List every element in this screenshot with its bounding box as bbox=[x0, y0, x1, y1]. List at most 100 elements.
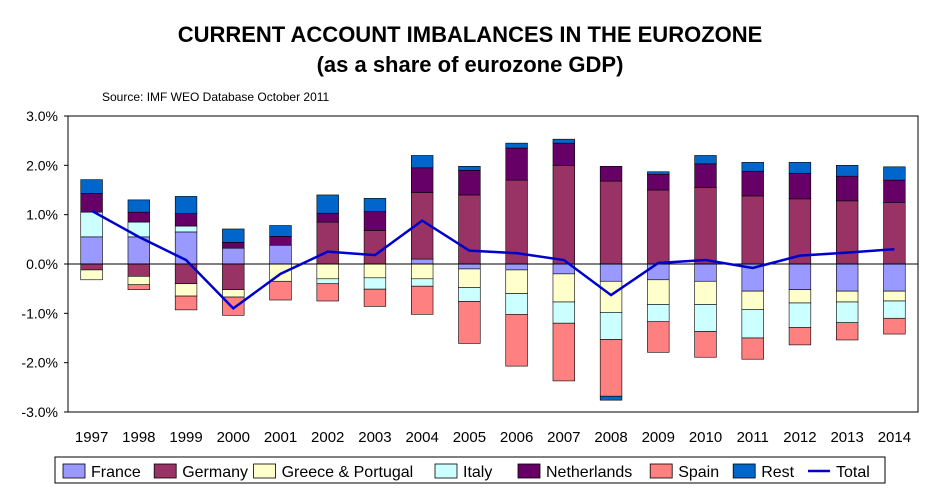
legend-label-netherlands: Netherlands bbox=[546, 464, 632, 481]
y-tick-label: 0.0% bbox=[26, 256, 58, 272]
legend-swatch-italy bbox=[434, 463, 458, 479]
y-tick-label: 3.0% bbox=[26, 108, 58, 124]
bar-rest-2005 bbox=[458, 166, 481, 171]
bar-netherlands-1999 bbox=[174, 213, 198, 227]
x-tick-label: 2004 bbox=[405, 429, 438, 446]
bar-germany-2014 bbox=[883, 202, 906, 265]
legend-label-rest: Rest bbox=[761, 464, 794, 481]
bar-netherlands-2001 bbox=[269, 236, 292, 246]
bar-greece-portugal-2008 bbox=[599, 280, 623, 313]
bar-spain-2006 bbox=[505, 314, 528, 367]
bar-rest-2000 bbox=[222, 228, 245, 243]
bar-rest-2001 bbox=[269, 225, 292, 237]
bar-netherlands-2012 bbox=[788, 172, 812, 200]
bar-greece-portugal-2004 bbox=[411, 263, 434, 280]
bar-spain-2010 bbox=[694, 331, 717, 358]
bar-germany-2009 bbox=[647, 189, 670, 265]
legend-label-france: France bbox=[91, 464, 141, 481]
bar-greece-portugal-1997 bbox=[80, 269, 103, 281]
legend-label-italy: Italy bbox=[463, 464, 492, 481]
bar-greece-portugal-1999 bbox=[174, 283, 198, 297]
bar-rest-2014 bbox=[883, 166, 906, 181]
x-tick-label: 2005 bbox=[453, 429, 486, 446]
legend-label-germany: Germany bbox=[182, 464, 248, 481]
bar-spain-2012 bbox=[788, 327, 812, 346]
bar-france-2010 bbox=[694, 263, 717, 282]
bar-italy-2010 bbox=[694, 304, 717, 332]
y-tick-label: 2.0% bbox=[26, 157, 58, 173]
bar-spain-2003 bbox=[363, 288, 387, 307]
bar-france-2013 bbox=[836, 263, 859, 292]
total-line bbox=[91, 209, 895, 311]
x-tick-label: 2008 bbox=[594, 429, 627, 446]
bar-rest-2006 bbox=[505, 142, 528, 149]
bar-netherlands-2007 bbox=[552, 142, 575, 166]
bar-greece-portugal-2011 bbox=[741, 290, 764, 310]
bar-rest-2007 bbox=[552, 138, 575, 144]
bar-greece-portugal-2007 bbox=[552, 273, 575, 303]
legend-swatch-germany bbox=[153, 463, 177, 479]
bar-greece-portugal-1998 bbox=[127, 276, 150, 286]
bar-netherlands-2002 bbox=[316, 212, 339, 223]
bar-spain-2001 bbox=[269, 280, 292, 301]
x-tick-label: 2002 bbox=[311, 429, 344, 446]
bar-germany-2010 bbox=[694, 187, 717, 265]
bar-netherlands-2011 bbox=[741, 170, 764, 197]
legend-swatch-netherlands bbox=[517, 463, 541, 479]
bar-spain-1999 bbox=[174, 295, 198, 311]
bar-germany-2008 bbox=[599, 180, 623, 265]
bar-france-2000 bbox=[222, 247, 245, 265]
bar-rest-2003 bbox=[363, 198, 387, 213]
bar-italy-2006 bbox=[505, 293, 528, 315]
bar-greece-portugal-2014 bbox=[883, 290, 906, 302]
bar-netherlands-2005 bbox=[458, 169, 481, 196]
bar-greece-portugal-2000 bbox=[222, 289, 245, 298]
bar-netherlands-2009 bbox=[647, 173, 670, 191]
y-tick-label: -1.0% bbox=[21, 305, 58, 321]
bar-germany-1997 bbox=[80, 263, 103, 271]
bar-france-2008 bbox=[599, 263, 623, 282]
bar-spain-2013 bbox=[836, 322, 859, 341]
bar-spain-2005 bbox=[458, 301, 481, 344]
bar-greece-portugal-2005 bbox=[458, 268, 481, 288]
bar-rest-1997 bbox=[80, 179, 103, 194]
bar-rest-2008 bbox=[599, 395, 623, 401]
bar-rest-2009 bbox=[647, 171, 670, 175]
bar-france-2001 bbox=[269, 244, 292, 265]
bar-spain-1998 bbox=[127, 284, 150, 290]
bar-greece-portugal-2006 bbox=[505, 269, 528, 294]
bar-france-1997 bbox=[80, 236, 103, 265]
bar-germany-2002 bbox=[316, 221, 339, 265]
bar-rest-1999 bbox=[174, 196, 198, 214]
bar-netherlands-2014 bbox=[883, 179, 906, 203]
bar-france-2004 bbox=[411, 258, 434, 265]
bar-italy-2005 bbox=[458, 287, 481, 302]
bar-spain-2008 bbox=[599, 339, 623, 397]
bar-germany-2005 bbox=[458, 194, 481, 265]
bar-spain-2004 bbox=[411, 285, 434, 315]
x-tick-label: 2013 bbox=[830, 429, 863, 446]
y-tick-label: -3.0% bbox=[21, 404, 58, 420]
bar-rest-2004 bbox=[411, 155, 434, 169]
bar-netherlands-2008 bbox=[599, 166, 623, 182]
legend-swatch-greece-portugal bbox=[253, 463, 277, 479]
bar-spain-2002 bbox=[316, 283, 339, 302]
bar-greece-portugal-2002 bbox=[316, 263, 339, 280]
x-tick-label: 2001 bbox=[264, 429, 297, 446]
chart-source: Source: IMF WEO Database October 2011 bbox=[102, 90, 330, 104]
bar-spain-2014 bbox=[883, 317, 906, 335]
bar-germany-2000 bbox=[222, 263, 245, 290]
bar-italy-2004 bbox=[411, 278, 434, 287]
bar-greece-portugal-2010 bbox=[694, 280, 717, 305]
bar-netherlands-2000 bbox=[222, 241, 245, 249]
bar-france-2006 bbox=[505, 263, 528, 271]
legend-swatch-rest bbox=[732, 463, 756, 479]
x-tick-label: 2011 bbox=[737, 429, 769, 446]
y-tick-label: 1.0% bbox=[26, 207, 58, 223]
bar-italy-2007 bbox=[552, 301, 575, 324]
x-tick-label: 2012 bbox=[783, 429, 816, 446]
bar-rest-2010 bbox=[694, 155, 717, 165]
bar-france-2012 bbox=[788, 263, 812, 290]
bar-italy-2011 bbox=[741, 309, 764, 339]
